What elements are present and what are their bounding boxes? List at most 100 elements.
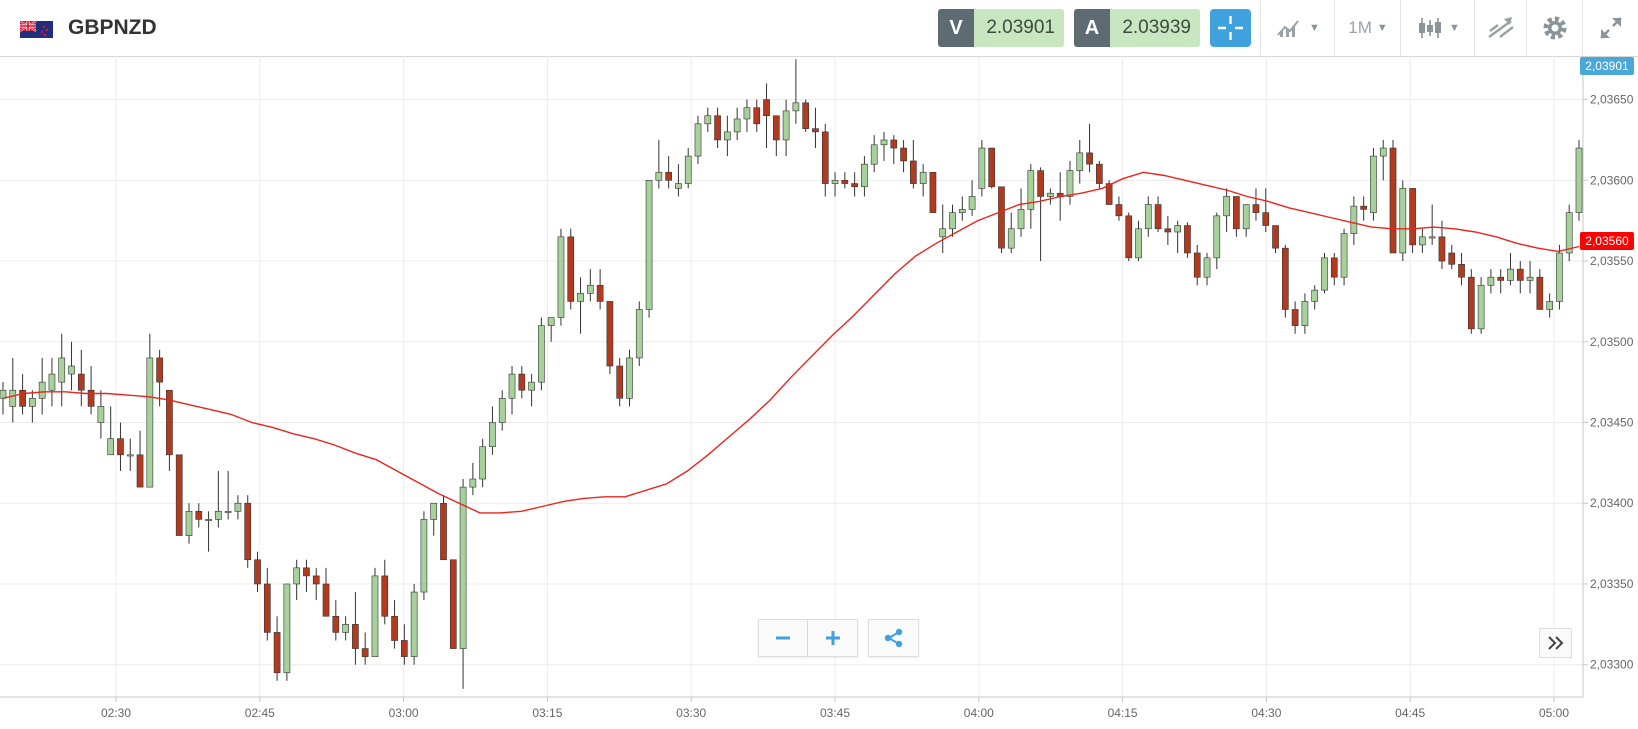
zoom-out-button[interactable] — [758, 619, 808, 657]
candle — [1154, 196, 1162, 232]
candle-body — [224, 511, 232, 513]
candle-body — [1536, 276, 1544, 310]
candle — [1467, 269, 1475, 334]
candle — [459, 479, 467, 689]
candle — [812, 107, 819, 149]
zoom-in-button[interactable] — [808, 619, 858, 657]
candle — [547, 317, 555, 342]
double-chevron-right-icon — [1547, 636, 1563, 650]
candle — [1409, 188, 1416, 253]
candle — [1135, 220, 1142, 262]
candle-body — [117, 438, 124, 456]
candle — [1233, 196, 1240, 237]
timeframe-dropdown[interactable]: 1M ▼ — [1334, 0, 1401, 56]
candle — [1007, 212, 1015, 253]
current-price-tag: 2,03901 — [1580, 57, 1634, 75]
candle-body — [48, 373, 56, 391]
candle-body — [988, 147, 996, 188]
candle-body — [998, 186, 1005, 249]
chart-type-dropdown[interactable]: ▼ — [1400, 0, 1475, 56]
candle — [381, 559, 389, 625]
candle — [743, 99, 751, 132]
candle — [1262, 188, 1270, 232]
candle — [117, 422, 124, 471]
buy-price-button[interactable]: A 2.03939 — [1074, 9, 1200, 47]
candle-body — [322, 583, 330, 617]
sell-price-button[interactable]: V 2.03901 — [938, 9, 1064, 47]
candle-body — [782, 110, 790, 141]
candle — [626, 349, 633, 407]
candle — [175, 454, 183, 536]
sell-price: 2.03901 — [974, 9, 1064, 47]
candle-body — [1301, 301, 1309, 326]
candle-body — [1428, 236, 1436, 239]
candle-body — [1242, 204, 1250, 230]
candle-body — [77, 373, 85, 391]
candle — [1507, 252, 1514, 286]
candle-body — [303, 567, 310, 577]
candle — [1291, 301, 1299, 334]
candle — [1389, 139, 1397, 254]
candle — [410, 583, 418, 665]
candle — [479, 438, 486, 488]
candle — [1027, 164, 1035, 229]
candle — [567, 228, 575, 310]
candle-body — [1223, 196, 1230, 217]
scroll-to-end-button[interactable] — [1539, 628, 1572, 658]
candle-body — [949, 212, 956, 230]
chart-type-icon — [1419, 18, 1442, 38]
candle-body — [508, 373, 516, 399]
candle-body — [1526, 276, 1534, 281]
price-chart[interactable]: 2,03650 2,03600 2,03550 2,03500 2,03450 2,034… — [0, 56, 1638, 729]
x-tick-label: 04:00 — [964, 706, 994, 720]
candle-body — [381, 575, 389, 617]
share-button[interactable] — [868, 619, 919, 657]
candle-body — [1272, 225, 1279, 249]
candle-body — [185, 511, 193, 536]
candle-body — [1438, 236, 1446, 262]
candle — [724, 115, 731, 157]
candle-body — [1546, 301, 1553, 310]
candle — [205, 511, 212, 552]
fullscreen-button[interactable] — [1582, 0, 1638, 56]
flag-icon — [20, 21, 53, 38]
indicators-button[interactable]: ▼ — [1260, 0, 1335, 56]
candle — [1125, 212, 1133, 262]
candle — [1379, 139, 1387, 181]
candle — [1076, 139, 1084, 184]
candle — [958, 196, 966, 221]
drawing-tools-button[interactable] — [1474, 0, 1527, 56]
candle — [1321, 252, 1328, 294]
candle — [616, 357, 624, 407]
candle-body — [596, 284, 604, 302]
buy-label: A — [1074, 9, 1110, 47]
crosshair-button[interactable] — [1210, 9, 1251, 47]
candle — [185, 503, 193, 544]
candle — [440, 495, 447, 561]
candle-body — [1037, 170, 1044, 197]
candle — [361, 632, 369, 665]
candle-body — [890, 139, 898, 149]
candle-body — [528, 381, 535, 391]
candle — [312, 567, 320, 601]
candle-body — [459, 486, 467, 649]
candle-body — [665, 171, 672, 181]
candle-body — [616, 365, 624, 399]
candle — [684, 148, 692, 189]
candle-body — [1467, 276, 1475, 330]
candle-body — [234, 502, 242, 512]
candle — [1340, 228, 1348, 286]
candle-body — [929, 171, 937, 213]
candle — [244, 495, 252, 568]
candle-body — [792, 102, 800, 112]
candle-body — [136, 454, 144, 488]
candle-body — [919, 171, 927, 184]
instrument-symbol: GBPNZD — [68, 16, 157, 39]
settings-button[interactable] — [1526, 0, 1583, 56]
candle — [753, 99, 761, 132]
candle-body — [1311, 289, 1319, 302]
candle — [166, 389, 173, 471]
candle — [1037, 167, 1044, 262]
y-tick-label: 2,03600 — [1590, 173, 1634, 187]
candle — [1066, 160, 1074, 205]
